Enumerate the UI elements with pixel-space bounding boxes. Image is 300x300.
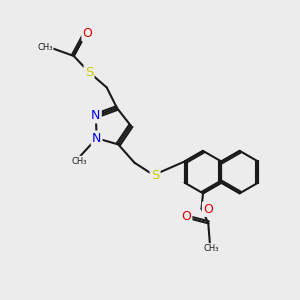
Text: O: O: [181, 210, 191, 223]
Text: N: N: [91, 109, 101, 122]
Text: N: N: [92, 132, 101, 145]
Text: S: S: [151, 169, 159, 182]
Text: O: O: [82, 27, 92, 40]
Text: S: S: [85, 66, 93, 79]
Text: CH₃: CH₃: [203, 244, 219, 253]
Text: CH₃: CH₃: [37, 43, 52, 52]
Text: O: O: [203, 203, 213, 216]
Text: CH₃: CH₃: [71, 157, 87, 166]
